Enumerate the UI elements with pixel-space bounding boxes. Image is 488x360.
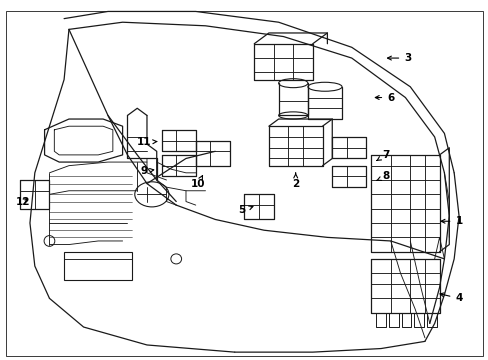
Text: 8: 8 (376, 171, 389, 181)
Text: 11: 11 (136, 138, 157, 147)
Text: 3: 3 (386, 53, 410, 63)
Text: 5: 5 (238, 206, 252, 216)
Text: 10: 10 (190, 175, 205, 189)
Text: 12: 12 (15, 197, 30, 207)
Bar (64, 252, 132, 280)
Text: 4: 4 (439, 293, 462, 303)
Text: 9: 9 (140, 166, 153, 176)
Text: 1: 1 (440, 216, 462, 226)
Text: 6: 6 (374, 93, 394, 103)
Text: 7: 7 (376, 150, 389, 161)
Text: 2: 2 (291, 173, 299, 189)
